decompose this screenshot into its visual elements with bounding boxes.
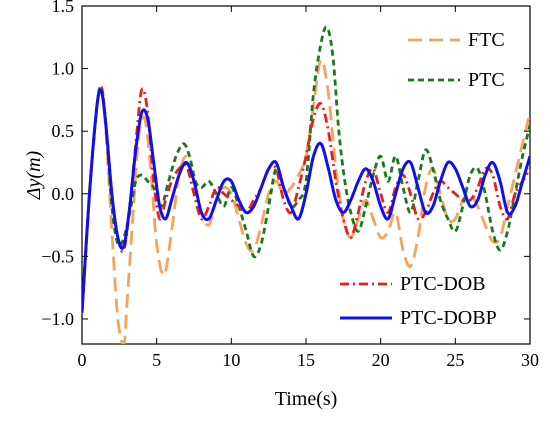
legend: FTC PTC PTC-DOB PTC-DOBP xyxy=(340,29,505,329)
x-tick-label: 30 xyxy=(521,350,539,370)
y-axis-ticks: −1.0 −0.5 0.0 0.5 1.0 1.5 xyxy=(41,0,530,329)
x-tick-label: 25 xyxy=(446,350,464,370)
y-tick-label: 1.0 xyxy=(52,59,75,79)
legend-label-ptc: PTC xyxy=(468,69,505,91)
y-axis-label: Δy(m) xyxy=(23,150,45,200)
x-tick-label: 5 xyxy=(152,350,161,370)
y-tick-label: 1.5 xyxy=(52,0,75,16)
x-tick-label: 10 xyxy=(222,350,240,370)
series-line-ptc-dobp xyxy=(82,88,530,313)
x-axis-ticks: 0 5 10 15 20 25 30 xyxy=(78,6,539,370)
series-layer xyxy=(82,25,530,344)
legend-label-ftc: FTC xyxy=(468,29,505,51)
series-line-ptc-dob xyxy=(82,85,530,313)
series-line-ftc xyxy=(82,58,530,344)
y-tick-label: −1.0 xyxy=(41,309,74,329)
y-tick-label: 0.5 xyxy=(52,121,75,141)
x-axis-label: Time(s) xyxy=(275,388,338,410)
x-tick-label: 0 xyxy=(78,350,87,370)
legend-label-ptc-dobp: PTC-DOBP xyxy=(400,307,497,329)
x-tick-label: 15 xyxy=(297,350,315,370)
x-tick-label: 20 xyxy=(372,350,390,370)
y-tick-label: 0.0 xyxy=(52,184,75,204)
y-tick-label: −0.5 xyxy=(41,246,74,266)
series-line-ptc xyxy=(82,25,530,313)
legend-label-ptc-dob: PTC-DOB xyxy=(400,273,486,295)
